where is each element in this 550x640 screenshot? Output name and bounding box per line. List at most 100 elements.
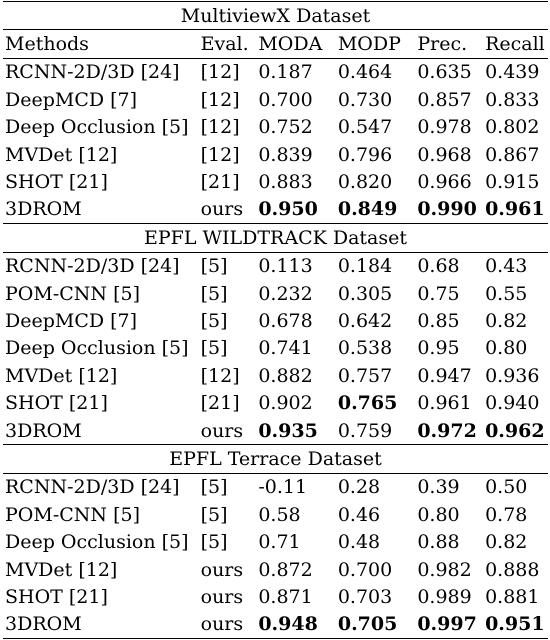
cell-eval: [21] [200,171,240,194]
cell-prec: 0.88 [417,531,460,554]
table-row: MVDet [12] ours 0.872 0.700 0.982 0.888 [3,556,548,583]
cell-eval: [12] [200,116,240,139]
cell-recall: 0.867 [485,143,540,166]
cell-modp: 0.759 [337,416,418,446]
table-row: RCNN-2D/3D [24] [12] 0.187 0.464 0.635 0.439 [3,58,548,86]
cell-modp: 0.547 [337,116,393,139]
cell-prec: 0.857 [417,88,472,111]
cell-moda: 0.700 [258,88,313,111]
cell-moda: 0.232 [258,282,313,305]
cell-modp: 0.765 [337,392,398,415]
cell-modp: 0.28 [337,476,381,499]
cell-moda: 0.741 [258,337,313,360]
cell-moda: 0.187 [258,61,313,84]
table-row: POM-CNN [5] [5] 0.58 0.46 0.80 0.78 [3,501,548,528]
cell-moda: 0.935 [258,416,338,446]
cell-eval: ours [200,195,259,225]
cell-recall: 0.833 [485,88,540,111]
results-table-body: MultiviewX Dataset Methods Eval. MODA MO… [3,0,548,639]
cell-recall: 0.915 [485,171,540,194]
cell-prec: 0.95 [417,337,460,360]
table-row: RCNN-2D/3D [24] [5] 0.113 0.184 0.68 0.43 [3,252,548,280]
cell-prec: 0.966 [417,171,472,194]
table-row: 3DROM ours 0.935 0.759 0.972 0.962 [3,416,548,446]
cell-recall: 0.82 [485,309,528,332]
header-modp: MODP [337,29,418,59]
cell-modp: 0.700 [337,558,393,581]
header-moda: MODA [258,29,338,59]
table-row: POM-CNN [5] [5] 0.232 0.305 0.75 0.55 [3,280,548,307]
cell-method: SHOT [21] [5,392,108,415]
cell-prec: 0.997 [417,610,486,639]
cell-recall: 0.888 [485,558,540,581]
cell-method: SHOT [21] [5,585,108,608]
table-row: MVDet [12] [12] 0.839 0.796 0.968 0.867 [3,141,548,168]
table-row: MVDet [12] [12] 0.882 0.757 0.947 0.936 [3,362,548,389]
cell-method: MVDet [12] [5,364,118,387]
cell-moda: 0.902 [258,392,313,415]
cell-prec: 0.978 [417,116,472,139]
section-title-row: EPFL WILDTRACK Dataset [3,223,548,253]
cell-prec: 0.968 [417,143,472,166]
cell-moda: 0.113 [258,255,313,278]
cell-method: MVDet [12] [5,143,118,166]
cell-modp: 0.730 [337,88,393,111]
cell-method: RCNN-2D/3D [24] [5,61,180,84]
cell-prec: 0.39 [417,476,460,499]
cell-recall: 0.439 [485,61,540,84]
cell-eval: [12] [200,61,240,84]
cell-modp: 0.305 [337,282,393,305]
cell-recall: 0.961 [485,195,548,225]
cell-modp: 0.796 [337,143,393,166]
cell-eval: [12] [200,364,240,387]
cell-recall: 0.940 [485,392,540,415]
cell-recall: 0.43 [485,255,528,278]
cell-moda: 0.950 [258,195,338,225]
header-methods: Methods [3,29,201,59]
cell-prec: 0.635 [417,61,472,84]
table-row: RCNN-2D/3D [24] [5] -0.11 0.28 0.39 0.50 [3,473,548,501]
cell-eval: ours [200,610,259,639]
header-prec: Prec. [417,29,486,59]
cell-prec: 0.982 [417,558,472,581]
cell-recall: 0.936 [485,364,540,387]
cell-eval: ours [200,416,259,446]
cell-eval: [5] [200,503,228,526]
table-row: DeepMCD [7] [5] 0.678 0.642 0.85 0.82 [3,307,548,334]
cell-moda: 0.948 [258,610,338,639]
cell-recall: 0.55 [485,282,528,305]
cell-method: 3DROM [3,195,201,225]
cell-eval: [5] [200,531,228,554]
cell-prec: 0.972 [417,416,486,446]
cell-recall: 0.802 [485,116,540,139]
table-row: SHOT [21] [21] 0.883 0.820 0.966 0.915 [3,168,548,195]
cell-recall: 0.50 [485,476,528,499]
cell-moda: 0.71 [258,531,301,554]
table-row: Deep Occlusion [5] [5] 0.71 0.48 0.88 0.82 [3,528,548,555]
header-recall: Recall [485,29,548,59]
cell-method: POM-CNN [5] [5,282,140,305]
cell-moda: 0.839 [258,143,313,166]
table-row: Deep Occlusion [5] [5] 0.741 0.538 0.95 0.80 [3,335,548,362]
cell-eval: [12] [200,143,240,166]
cell-moda: 0.678 [258,309,313,332]
cell-recall: 0.962 [485,416,548,446]
cell-modp: 0.849 [337,195,418,225]
table-row: 3DROM ours 0.950 0.849 0.990 0.961 [3,195,548,225]
cell-moda: 0.882 [258,364,313,387]
cell-prec: 0.68 [417,255,460,278]
table-row: SHOT [21] ours 0.871 0.703 0.989 0.881 [3,583,548,610]
cell-recall: 0.80 [485,337,528,360]
table-row: Deep Occlusion [5] [12] 0.752 0.547 0.978 0.8… [3,114,548,141]
cell-method: 3DROM [3,610,201,639]
cell-modp: 0.642 [337,309,393,332]
cell-method: POM-CNN [5] [5,503,140,526]
cell-modp: 0.703 [337,585,393,608]
cell-recall: 0.881 [485,585,540,608]
cell-prec: 0.961 [417,392,472,415]
section-title: EPFL Terrace Dataset [3,444,548,474]
cell-modp: 0.757 [337,364,393,387]
table-row: SHOT [21] [21] 0.902 0.765 0.961 0.940 [3,389,548,416]
cell-method: RCNN-2D/3D [24] [5,476,180,499]
